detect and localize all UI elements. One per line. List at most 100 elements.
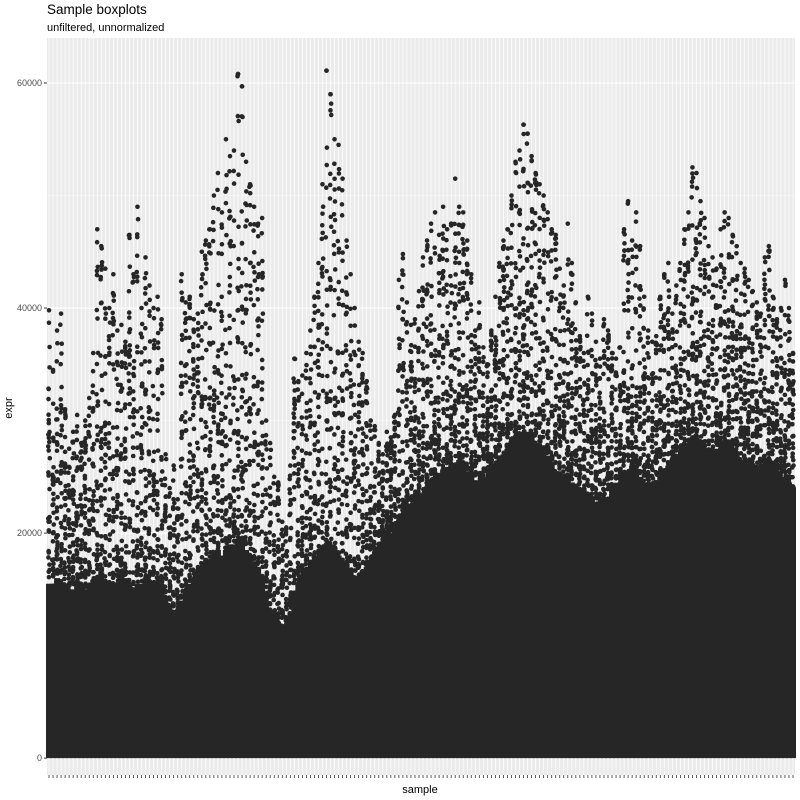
- outlier-point: [218, 431, 224, 436]
- outlier-point: [202, 242, 208, 247]
- outlier-point: [243, 446, 249, 452]
- outlier-point: [155, 527, 160, 532]
- outlier-point: [392, 444, 398, 449]
- outlier-point: [255, 318, 260, 323]
- outlier-point: [582, 419, 587, 425]
- outlier-point: [82, 572, 87, 577]
- outlier-point: [142, 345, 148, 351]
- sample-box: [283, 628, 290, 759]
- outlier-point: [155, 506, 161, 511]
- outlier-point: [432, 424, 437, 430]
- outlier-point: [344, 244, 350, 250]
- outlier-point: [54, 417, 59, 422]
- outlier-point: [484, 466, 490, 471]
- outlier-point: [489, 404, 494, 410]
- outlier-point: [123, 543, 129, 549]
- outlier-point: [94, 391, 99, 397]
- outlier-point: [565, 360, 571, 366]
- outlier-point: [436, 408, 441, 414]
- outlier-point: [167, 490, 173, 496]
- outlier-point: [134, 529, 140, 534]
- outlier-point: [90, 578, 95, 584]
- outlier-point: [456, 445, 462, 450]
- outlier-point: [151, 532, 157, 538]
- outlier-point: [259, 380, 265, 385]
- outlier-point: [573, 338, 579, 343]
- sample-max-point: [94, 226, 100, 232]
- outlier-point: [296, 483, 302, 489]
- outlier-point: [224, 395, 229, 400]
- outlier-point: [428, 321, 434, 326]
- outlier-point: [561, 428, 567, 433]
- outlier-point: [46, 420, 52, 426]
- outlier-point: [204, 266, 209, 272]
- outlier-point: [198, 292, 204, 298]
- outlier-point: [208, 429, 213, 435]
- outlier-point: [283, 577, 288, 583]
- outlier-point: [215, 541, 221, 546]
- outlier-point: [98, 551, 103, 557]
- outlier-point: [401, 309, 406, 315]
- outlier-point: [66, 516, 72, 522]
- outlier-point: [223, 189, 228, 194]
- outlier-point: [276, 611, 282, 616]
- outlier-point: [532, 210, 538, 216]
- outlier-point: [87, 486, 92, 492]
- outlier-point: [220, 500, 225, 506]
- outlier-point: [320, 204, 326, 210]
- outlier-point: [179, 290, 184, 295]
- outlier-point: [204, 551, 209, 557]
- outlier-point: [191, 329, 197, 335]
- outlier-point: [206, 402, 212, 407]
- outlier-point: [74, 424, 80, 429]
- outlier-point: [62, 548, 68, 553]
- outlier-point: [367, 547, 373, 552]
- outlier-point: [58, 480, 63, 486]
- outlier-point: [251, 508, 256, 514]
- outlier-point: [47, 562, 52, 567]
- outlier-point: [456, 372, 462, 377]
- outlier-point: [328, 284, 333, 290]
- outlier-point: [356, 419, 362, 425]
- outlier-point: [240, 340, 245, 346]
- outlier-point: [564, 466, 570, 472]
- outlier-point: [436, 365, 441, 371]
- outlier-point: [500, 363, 506, 368]
- outlier-point: [70, 492, 75, 498]
- outlier-point: [127, 264, 133, 269]
- outlier-point: [90, 501, 95, 507]
- outlier-point: [327, 427, 333, 432]
- outlier-point: [256, 261, 261, 267]
- outlier-point: [168, 597, 173, 602]
- outlier-point: [541, 206, 547, 212]
- outlier-point: [561, 305, 566, 311]
- outlier-point: [319, 471, 325, 477]
- outlier-point: [227, 169, 232, 174]
- outlier-point: [517, 254, 523, 259]
- outlier-point: [283, 552, 289, 557]
- outlier-point: [432, 420, 437, 425]
- outlier-point: [111, 322, 116, 327]
- outlier-point: [280, 585, 285, 590]
- sample-max-point: [404, 300, 410, 305]
- sample-max-point: [376, 440, 382, 446]
- outlier-point: [340, 302, 346, 308]
- outlier-point: [102, 496, 107, 501]
- outlier-point: [304, 400, 310, 406]
- outlier-point: [126, 480, 132, 485]
- outlier-point: [525, 350, 530, 355]
- outlier-point: [359, 356, 365, 362]
- sample-max-point: [171, 463, 176, 468]
- outlier-point: [461, 280, 467, 286]
- outlier-point: [256, 271, 262, 277]
- outlier-point: [98, 300, 104, 306]
- outlier-point: [190, 359, 196, 364]
- outlier-point: [118, 382, 123, 388]
- outlier-point: [174, 515, 180, 521]
- outlier-point: [243, 518, 249, 524]
- outlier-point: [114, 448, 120, 454]
- sample-box: [267, 617, 274, 759]
- outlier-point: [70, 440, 76, 445]
- outlier-point: [485, 430, 491, 435]
- outlier-point: [155, 570, 160, 576]
